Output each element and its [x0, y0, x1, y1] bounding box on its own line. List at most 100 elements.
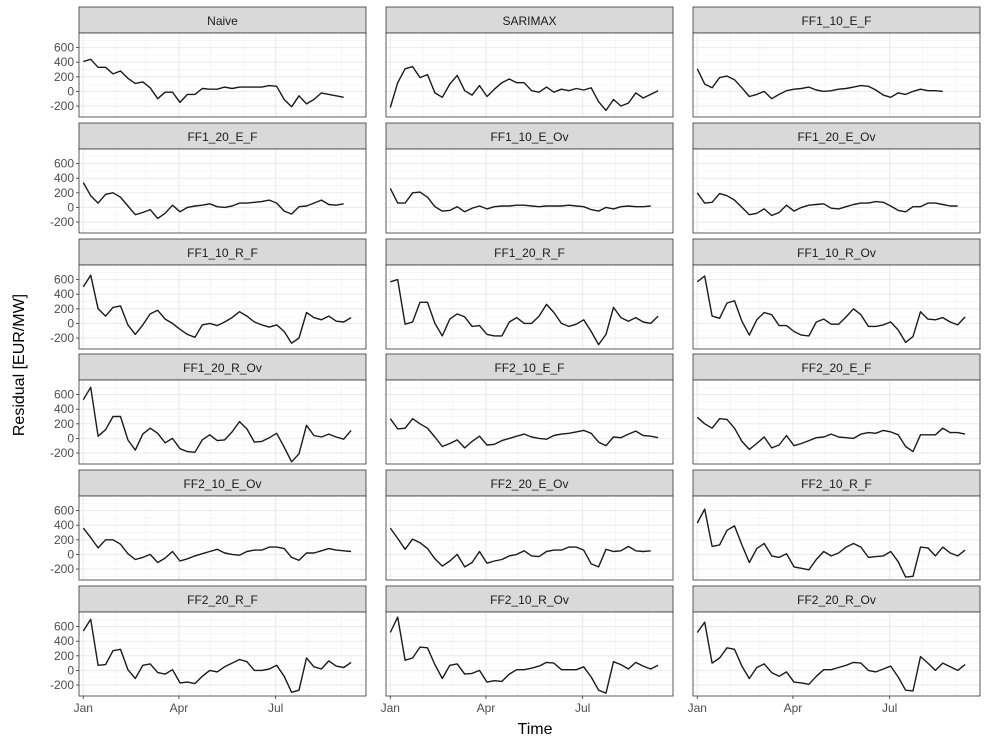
strip-label: FF2_10_R_Ov [490, 593, 569, 607]
strip-label: FF1_10_R_F [187, 246, 258, 260]
panel-border [692, 379, 981, 465]
panel-border [385, 264, 674, 350]
panel-background [386, 33, 673, 117]
y-tick-label: 0 [67, 547, 74, 561]
y-tick-label: 600 [54, 388, 74, 402]
panel-background [79, 380, 366, 464]
panel-FF2_10_E_F: FF2_10_E_F [385, 353, 674, 465]
y-tick-label: 400 [54, 171, 74, 185]
panel-background [693, 612, 980, 696]
panel-FF1_10_E_F: FF1_10_E_F [692, 6, 981, 118]
series-line [389, 616, 659, 694]
strip-background [385, 122, 674, 150]
series-line [83, 58, 344, 108]
panel-background [79, 265, 366, 349]
y-tick-label: 400 [54, 518, 74, 532]
series-line [389, 527, 651, 568]
y-tick-label: 0 [67, 431, 74, 445]
y-tick-label: 600 [54, 620, 74, 634]
y-tick-label: 0 [67, 200, 74, 214]
panel-background [386, 265, 673, 349]
y-tick-label: 0 [67, 663, 74, 677]
panel-border [692, 148, 981, 234]
x-tick-label: Jan [688, 701, 707, 715]
x-tick-label: Apr [477, 701, 496, 715]
panel-border [78, 495, 367, 581]
y-axis-title: Residual [EUR/MW] [11, 294, 28, 436]
panel-background [79, 33, 366, 117]
panel-SARIMAX: SARIMAX [385, 6, 674, 118]
strip-background [78, 585, 367, 613]
y-tick-label: 0 [67, 84, 74, 98]
series-line [696, 508, 966, 578]
panel-border [385, 148, 674, 234]
panel-border [692, 32, 981, 118]
strip-background [692, 122, 981, 150]
panel-FF1_10_R_Ov: FF1_10_R_Ov [692, 238, 981, 350]
series-line [82, 618, 352, 693]
strip-background [78, 6, 367, 34]
series-line [389, 188, 651, 213]
strip-label: Naive [207, 14, 238, 28]
strip-label: FF2_10_E_F [494, 361, 564, 375]
y-tick-label: -200 [50, 446, 74, 460]
panel-border [78, 264, 367, 350]
strip-label: FF2_20_R_Ov [797, 593, 876, 607]
strip-background [692, 238, 981, 266]
strip-label: FF2_20_R_F [187, 593, 258, 607]
strip-background [692, 353, 981, 381]
strip-background [385, 353, 674, 381]
strip-label: FF1_20_R_Ov [183, 361, 262, 375]
panel-background [386, 496, 673, 580]
strip-label: FF1_10_R_Ov [797, 246, 876, 260]
x-tick-label: Jul [268, 701, 283, 715]
panel-border [385, 495, 674, 581]
panel-border [78, 148, 367, 234]
y-tick-label: -200 [50, 562, 74, 576]
panel-FF2_10_R_Ov: FF2_10_R_Ov Jan Apr Jul [381, 585, 674, 715]
panel-FF2_20_R_Ov: FF2_20_R_Ov Jan Apr Jul [688, 585, 981, 715]
x-tick-label: Jul [575, 701, 590, 715]
x-tick-label: Jan [381, 701, 400, 715]
strip-background [692, 585, 981, 613]
panel-border [78, 32, 367, 118]
x-tick-label: Apr [170, 701, 189, 715]
y-tick-label: 400 [54, 287, 74, 301]
panel-background [693, 149, 980, 233]
strip-label: FF1_10_E_F [801, 14, 871, 28]
panel-background [79, 496, 366, 580]
y-tick-label: 200 [54, 302, 74, 316]
strip-label: FF1_20_E_F [187, 130, 257, 144]
panel-background [693, 265, 980, 349]
strip-background [78, 122, 367, 150]
series-line [82, 527, 352, 564]
x-tick-label: Jul [882, 701, 897, 715]
y-tick-label: 600 [54, 273, 74, 287]
y-tick-label: -200 [50, 331, 74, 345]
series-line [82, 182, 344, 220]
panel-FF1_20_R_F: FF1_20_R_F [385, 238, 674, 350]
strip-background [78, 353, 367, 381]
strip-label: FF2_10_E_Ov [183, 477, 261, 491]
series-line [82, 274, 352, 344]
panel-FF1_10_E_Ov: FF1_10_E_Ov [385, 122, 674, 234]
panel-border [692, 495, 981, 581]
strip-label: FF1_20_R_F [494, 246, 565, 260]
strip-background [692, 469, 981, 497]
panel-FF1_20_E_Ov: FF1_20_E_Ov [692, 122, 981, 234]
y-tick-label: 600 [54, 157, 74, 171]
strip-label: FF1_20_E_Ov [797, 130, 875, 144]
y-tick-label: 200 [54, 186, 74, 200]
panel-background [79, 612, 366, 696]
panel-background [79, 149, 366, 233]
panel-border [385, 611, 674, 697]
strip-label: SARIMAX [502, 14, 556, 28]
y-tick-label: 200 [54, 649, 74, 663]
series-line [696, 192, 958, 217]
